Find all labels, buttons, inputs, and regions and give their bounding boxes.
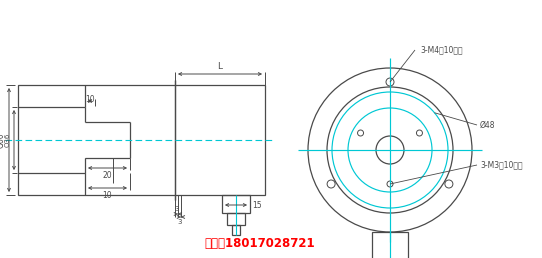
Text: 20: 20: [102, 171, 112, 180]
Bar: [222, 195, 250, 213]
Text: 10: 10: [102, 191, 112, 200]
Text: 3-M4深10均布: 3-M4深10均布: [420, 45, 463, 54]
Text: Ö36: Ö36: [4, 133, 11, 147]
Text: 15: 15: [252, 200, 262, 209]
Text: 手机：18017028721: 手机：18017028721: [205, 237, 315, 250]
Bar: [232, 225, 240, 235]
Text: Ö60: Ö60: [0, 132, 6, 148]
Text: L: L: [217, 62, 223, 71]
Bar: [175, 85, 265, 195]
Bar: [227, 213, 245, 225]
Bar: [372, 232, 408, 258]
Text: 3-M3深10均布: 3-M3深10均布: [480, 160, 522, 170]
Text: 3: 3: [174, 206, 179, 212]
Text: 10: 10: [85, 95, 95, 104]
Text: 3: 3: [177, 219, 182, 225]
Bar: [18, 85, 175, 195]
Text: Ø48: Ø48: [480, 120, 495, 130]
